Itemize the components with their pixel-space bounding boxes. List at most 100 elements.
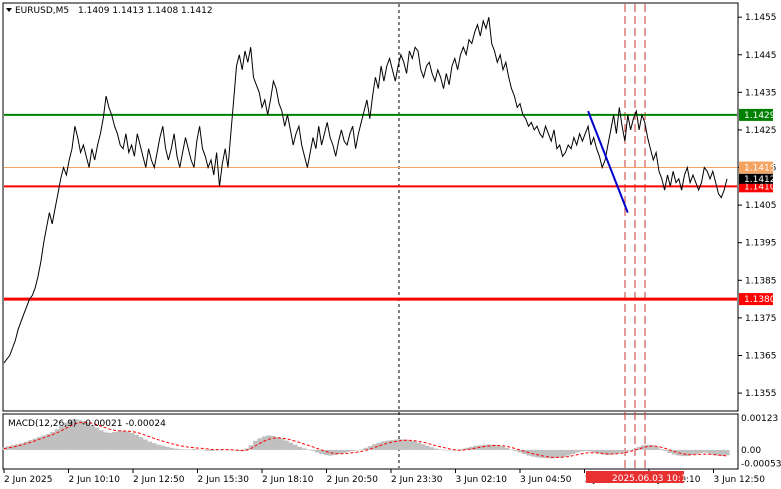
symbol-label: EURUSD,M5 <box>15 6 69 16</box>
macd-bar <box>566 449 571 456</box>
time-tick-label: 2 Jun 23:30 <box>391 475 443 485</box>
macd-bar <box>491 444 496 450</box>
macd-bar <box>698 449 704 454</box>
macd-bar <box>447 449 452 451</box>
macd-bar <box>310 449 316 451</box>
price-tick-label: 1.1395 <box>745 239 777 249</box>
macd-bar <box>473 445 479 450</box>
macd-bar <box>178 449 183 450</box>
macd-bar <box>6 446 12 450</box>
macd-label: MACD(12,26,9) <box>8 419 76 429</box>
macd-bar <box>125 431 131 450</box>
macd-bar <box>685 449 690 457</box>
macd-bar <box>200 449 205 451</box>
macd-bar <box>720 449 726 457</box>
level-tag-bg <box>739 161 773 174</box>
macd-bar <box>601 449 607 455</box>
macd-bar <box>552 449 558 459</box>
macd-bar <box>270 435 276 450</box>
macd-bar <box>429 447 435 450</box>
macd-bar <box>583 449 589 451</box>
macd-bar <box>151 443 157 450</box>
price-tags: 1.1429 1.1415 1.1410 1.1380 1.1412 <box>739 108 776 306</box>
level-tag-label: 1.1429 <box>744 111 776 121</box>
macd-bar <box>191 448 197 450</box>
ohlc-values: 1.1409 1.1413 1.1408 1.1412 <box>78 6 213 16</box>
macd-bar <box>292 444 298 450</box>
price-tick-label: 1.1435 <box>745 88 777 98</box>
macd-bar <box>627 449 633 451</box>
macd-bar <box>632 448 638 450</box>
macd-bar <box>535 449 541 458</box>
macd-bar <box>319 449 325 455</box>
macd-bar <box>67 420 73 450</box>
macd-bar <box>486 444 492 450</box>
time-tick-label: 3 Jun 04:50 <box>520 475 572 485</box>
trend-line[interactable] <box>587 110 629 214</box>
macd-bar <box>50 431 56 450</box>
macd-bar <box>707 449 712 454</box>
macd-bar <box>702 449 708 453</box>
macd-bar <box>305 449 311 450</box>
macd-bar <box>94 427 100 450</box>
macd-bar <box>557 449 563 458</box>
macd-bar <box>654 446 660 450</box>
time-tick-label: 2 Jun 18:10 <box>262 475 314 485</box>
macd-bar <box>323 449 329 456</box>
macd-bar <box>605 449 611 456</box>
current-price-tag: 1.1412 <box>744 175 776 185</box>
macd-bar <box>208 449 214 451</box>
level-tag-bg <box>739 293 773 306</box>
macd-tick-label: -0.00053 <box>741 460 781 470</box>
macd-bar <box>279 438 285 450</box>
macd-bar <box>195 449 201 450</box>
macd-bar <box>724 449 730 456</box>
macd-bar <box>156 444 161 450</box>
macd-bar <box>715 449 721 456</box>
macd-bar <box>425 445 430 450</box>
macd-bar <box>544 449 549 459</box>
macd-bar <box>385 440 391 450</box>
macd-bar <box>81 420 86 450</box>
macd-bar <box>45 433 51 450</box>
macd-bar <box>548 449 554 459</box>
macd-bar <box>160 445 166 450</box>
macd-bar <box>614 449 620 454</box>
macd-bar <box>345 449 351 452</box>
dropdown-triangle-icon[interactable] <box>6 8 12 12</box>
macd-bar <box>649 445 655 450</box>
macd-bar <box>367 446 373 450</box>
macd-bar <box>499 446 505 450</box>
macd-signal-line <box>3 421 728 458</box>
macd-bar <box>363 447 369 450</box>
macd-values: -0.00021 -0.00024 <box>82 419 166 429</box>
macd-bar <box>314 449 320 453</box>
macd-bar <box>112 432 117 450</box>
macd-bar <box>354 449 360 451</box>
macd-bar <box>204 449 210 451</box>
macd-bar <box>28 440 34 450</box>
macd-bar <box>658 448 664 450</box>
macd-bar <box>618 449 624 453</box>
macd-bar <box>72 419 78 450</box>
current-price-tag-bg <box>739 173 773 184</box>
macd-bar <box>610 449 615 455</box>
macd-bar <box>464 447 470 450</box>
macd-bar <box>711 449 717 455</box>
macd-bar <box>372 444 377 450</box>
macd-bar <box>134 434 139 450</box>
macd-bar <box>596 449 602 454</box>
macd-bar <box>442 449 448 451</box>
macd-bar <box>217 449 223 451</box>
macd-bar <box>402 439 408 450</box>
time-tick-label: 2 Jun 12:50 <box>133 475 185 485</box>
macd-bar <box>41 435 47 450</box>
macd-bar <box>482 444 488 450</box>
macd-bar <box>411 441 417 450</box>
macd-bar <box>460 448 466 450</box>
macd-bar <box>248 445 254 450</box>
price-tick-label: 1.1385 <box>745 276 777 286</box>
time-tick-label: 2 Jun 15:30 <box>198 475 250 485</box>
macd-bar <box>579 449 585 452</box>
